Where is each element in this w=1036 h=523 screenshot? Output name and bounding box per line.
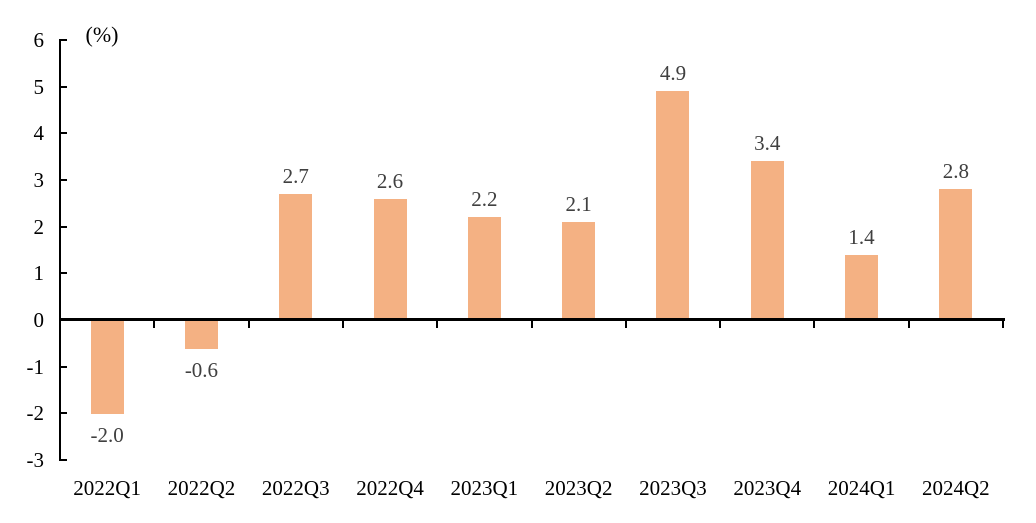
x-tick-label-2022Q4: 2022Q4 xyxy=(356,476,424,500)
bar-2023Q2 xyxy=(562,221,596,320)
x-tick-label-2023Q1: 2023Q1 xyxy=(450,476,519,500)
y-tick-2 xyxy=(61,225,67,228)
x-tick-6 xyxy=(624,321,627,328)
x-tick-label-2023Q2: 2023Q2 xyxy=(544,476,613,500)
y-axis-unit-label: (%) xyxy=(85,22,119,47)
bar-value-label-2022Q2: -0.6 xyxy=(184,358,219,383)
x-tick-8 xyxy=(813,321,816,328)
x-tick-label-2022Q1: 2022Q1 xyxy=(73,476,141,500)
y-tick-label--1: -1 xyxy=(26,354,45,379)
y-tick-6 xyxy=(61,38,67,41)
x-tick-label-2024Q2: 2024Q2 xyxy=(922,476,990,500)
x-tick-5 xyxy=(530,321,533,328)
x-tick-3 xyxy=(341,321,344,328)
y-tick-5 xyxy=(61,85,67,88)
y-tick-label-4: 4 xyxy=(33,121,45,146)
x-axis-zero-line xyxy=(59,318,1005,321)
bar-2024Q2 xyxy=(939,189,973,320)
bar-value-label-2022Q4: 2.6 xyxy=(376,168,404,193)
bar-2023Q3 xyxy=(656,91,690,320)
bar-value-label-2024Q2: 2.8 xyxy=(942,159,969,184)
x-tick-4 xyxy=(436,321,439,328)
y-tick--3 xyxy=(61,459,67,462)
y-tick-4 xyxy=(61,132,67,135)
bar-value-label-2023Q2: 2.1 xyxy=(565,191,592,216)
x-tick-label-2023Q4: 2023Q4 xyxy=(733,476,802,500)
bar-value-label-2022Q3: 2.7 xyxy=(282,163,309,188)
bar-2022Q4 xyxy=(373,198,407,320)
bar-2022Q3 xyxy=(279,193,313,320)
bar-value-label-2024Q1: 1.4 xyxy=(848,224,875,249)
y-tick--1 xyxy=(61,365,67,368)
y-tick-label-1: 1 xyxy=(33,261,45,286)
bar-value-label-2022Q1: -2.0 xyxy=(90,423,124,448)
y-tick-label--3: -3 xyxy=(26,448,45,473)
y-tick-3 xyxy=(61,178,67,181)
y-tick--2 xyxy=(61,412,67,415)
x-tick-label-2024Q1: 2024Q1 xyxy=(827,476,896,500)
x-tick-2 xyxy=(247,321,250,328)
x-tick-label-2022Q2: 2022Q2 xyxy=(167,476,236,500)
bar-2022Q2 xyxy=(184,321,218,350)
y-tick-label-6: 6 xyxy=(33,27,45,52)
x-tick-1 xyxy=(153,321,156,328)
y-tick-label-2: 2 xyxy=(33,214,45,239)
y-axis-line xyxy=(59,39,61,461)
bar-value-label-2023Q1: 2.2 xyxy=(471,187,498,212)
bar-2023Q1 xyxy=(467,217,501,320)
y-tick-label-5: 5 xyxy=(33,74,45,99)
x-tick-7 xyxy=(719,321,722,328)
bar-value-label-2023Q4: 3.4 xyxy=(754,131,781,156)
x-tick-label-2022Q3: 2022Q3 xyxy=(261,476,330,500)
y-tick-label-0: 0 xyxy=(33,308,45,332)
y-tick-label-3: 3 xyxy=(33,167,45,192)
x-tick-10 xyxy=(1002,321,1004,328)
x-tick-9 xyxy=(907,321,910,328)
bar-2024Q1 xyxy=(845,254,879,320)
x-tick-label-2023Q3: 2023Q3 xyxy=(639,476,707,500)
bar-2023Q4 xyxy=(750,161,784,320)
y-tick-label--2: -2 xyxy=(26,401,45,426)
bar-2022Q1 xyxy=(90,321,124,415)
bar-value-label-2023Q3: 4.9 xyxy=(659,61,687,86)
y-tick-1 xyxy=(61,272,67,275)
